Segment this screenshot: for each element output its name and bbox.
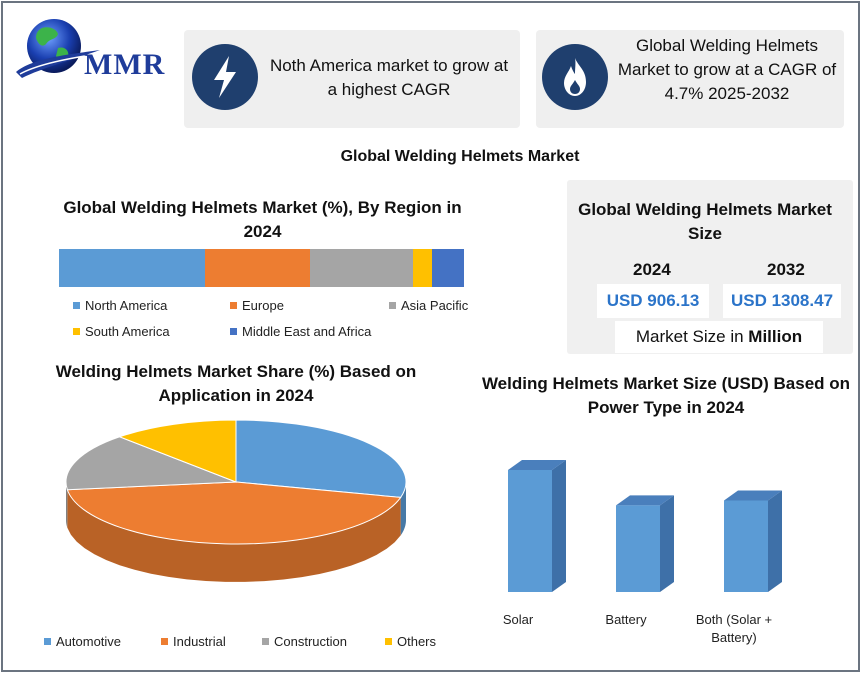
legend-item-asia-pacific: Asia Pacific xyxy=(389,298,468,313)
year-2024-label: 2024 xyxy=(633,260,671,279)
application-chart-title: Welding Helmets Market Share (%) Based o… xyxy=(55,362,417,405)
legend-item-middle-east-africa: Middle East and Africa xyxy=(230,324,371,339)
x-tick-battery: Battery xyxy=(605,612,647,627)
legend-item-construction: Construction xyxy=(262,634,347,649)
legend-item-automotive: Automotive xyxy=(44,634,121,649)
power-type-chart-title: Welding Helmets Market Size (USD) Based … xyxy=(481,374,851,417)
market-size-unit: Market Size in Million xyxy=(615,321,823,353)
legend-item-others: Others xyxy=(385,634,436,649)
pie-slice-automotive xyxy=(235,419,407,498)
pie-side-construction xyxy=(66,482,68,528)
region-segment-middle-east-and-africa xyxy=(431,249,464,287)
lightning-icon xyxy=(192,44,258,110)
pie-slice-construction xyxy=(65,436,237,491)
bar-solar xyxy=(508,460,566,592)
region-stacked-bar xyxy=(59,249,464,287)
bar-battery xyxy=(616,495,674,592)
mmr-logo: MMR xyxy=(12,14,177,86)
x-tick-solar: Solar xyxy=(502,612,534,627)
region-segment-north-america xyxy=(59,249,205,287)
market-size-panel: Global Welding Helmets Market Size 2024 … xyxy=(567,180,853,354)
callout-north-america: Noth America market to grow at a highest… xyxy=(184,30,520,128)
region-chart-title: Global Welding Helmets Market (%), By Re… xyxy=(63,198,462,241)
market-size-title: Global Welding Helmets Market Size xyxy=(578,200,832,243)
callout-cagr: Global Welding Helmets Market to grow at… xyxy=(536,30,844,128)
legend-item-north-america: North America xyxy=(73,298,167,313)
callout-text: Noth America market to grow at a highest… xyxy=(269,56,509,99)
legend-item-south-america: South America xyxy=(73,324,170,339)
bar-both-solar-battery xyxy=(724,490,782,592)
main-title: Global Welding Helmets Market xyxy=(340,148,580,165)
power-type-bar-chart xyxy=(490,440,820,660)
region-segment-europe xyxy=(204,249,311,287)
application-pie-chart xyxy=(60,410,412,620)
x-tick-both: Both (Solar + Battery) xyxy=(695,612,773,645)
flame-icon xyxy=(542,44,608,110)
pie-side-automotive xyxy=(400,482,406,536)
legend-item-industrial: Industrial xyxy=(161,634,226,649)
region-segment-asia-pacific xyxy=(310,249,414,287)
year-2032-label: 2032 xyxy=(767,260,805,279)
value-2032: USD 1308.47 xyxy=(723,284,841,318)
pie-side-industrial xyxy=(67,489,401,582)
logo-text: MMR xyxy=(84,48,166,81)
globe-logo-icon xyxy=(16,19,100,78)
region-segment-south-america xyxy=(413,249,432,287)
legend-item-europe: Europe xyxy=(230,298,284,313)
pie-slice-others xyxy=(118,419,237,483)
callout-text: Global Welding Helmets Market to grow at… xyxy=(617,36,837,103)
pie-slice-industrial xyxy=(66,481,402,545)
value-2024: USD 906.13 xyxy=(597,284,709,318)
